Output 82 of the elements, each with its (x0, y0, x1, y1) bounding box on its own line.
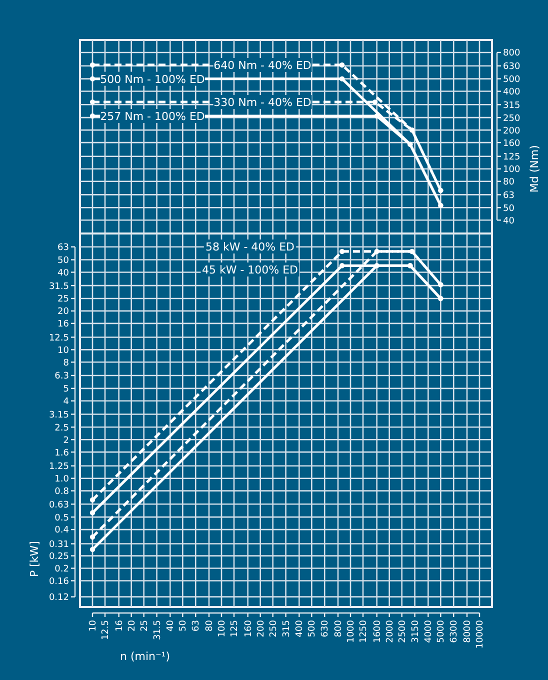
y-axis-title: P [kW] (28, 541, 41, 577)
y-tick-label: 40 (503, 216, 515, 226)
y-tick-label: 630 (503, 62, 520, 72)
x-tick-label: 160 (244, 620, 254, 638)
x-tick-label: 500 (308, 620, 318, 638)
y-tick-label: 40 (58, 268, 70, 278)
x-tick-label: 31.5 (152, 620, 163, 640)
y-tick-label: 400 (503, 87, 520, 98)
y-tick-label: 1.0 (54, 474, 70, 485)
x-tick-label: 100 (218, 620, 228, 638)
y-tick-label: 0.25 (48, 552, 69, 562)
y-tick-label: 100 (503, 165, 520, 176)
x-tick-label: 63 (192, 620, 202, 632)
y-tick-label: 50 (58, 256, 70, 266)
x-tick-label: 5000 (436, 620, 447, 643)
annotation: 58 kW - 40% ED (205, 240, 295, 254)
y-tick-label: 6.3 (54, 372, 69, 382)
y-tick-label: 0.12 (48, 593, 69, 604)
x-tick-label: 6300 (450, 620, 460, 643)
x-tick-label: 1600 (372, 620, 383, 643)
x-tick-label: 10000 (476, 620, 486, 649)
y-tick-label: 0.16 (48, 576, 70, 587)
y-tick-label: 250 (503, 114, 520, 124)
y-tick-label: 1.6 (54, 448, 70, 458)
y-tick-label: 8 (63, 358, 70, 368)
y-tick-label: 200 (503, 126, 520, 136)
y-tick-label: 315 (503, 100, 520, 111)
y-tick-label: 0.31 (48, 540, 69, 550)
x-tick-label: 25 (140, 620, 150, 632)
x-tick-label: 50 (178, 620, 189, 632)
annotation: 45 kW - 100% ED (202, 264, 298, 276)
x-tick-label: 200 (256, 620, 266, 638)
y-tick-label: 800 (503, 48, 520, 59)
x-tick-label: 4000 (424, 620, 434, 643)
y-tick-label: 50 (503, 204, 515, 214)
x-axis-title: n (min⁻¹) (120, 650, 170, 663)
y-tick-label: 160 (503, 138, 520, 149)
y-tick-label: 12.5 (48, 333, 69, 344)
x-tick-label: 2500 (398, 620, 408, 643)
y-tick-label: 2 (63, 436, 69, 446)
y-tick-label: 63 (58, 243, 69, 254)
x-tick-label: 400 (295, 620, 306, 638)
x-tick-label: 800 (334, 620, 344, 638)
x-tick-label: 315 (282, 620, 292, 638)
x-tick-label: 3150 (410, 620, 421, 643)
y-tick-label: 25 (58, 294, 69, 305)
y-tick-label: 0.4 (54, 526, 70, 536)
x-tick-label: 20 (127, 620, 138, 632)
y-tick-label: 10 (58, 346, 70, 356)
y-tick-label: 63 (503, 190, 514, 201)
x-tick-label: 10 (88, 620, 98, 632)
y-tick-label: 1.25 (48, 462, 69, 472)
y-tick-label: 80 (503, 178, 515, 188)
y-tick-label: 125 (503, 152, 520, 163)
y-tick-label: 0.8 (54, 487, 70, 498)
y-tick-label: 500 (503, 74, 520, 85)
y-tick-label: 0.63 (48, 500, 69, 510)
x-tick-label: 12.5 (101, 620, 112, 640)
y-tick-label: 2.5 (54, 423, 69, 434)
series-label: 640 Nm - 40% ED (214, 58, 312, 72)
y-tick-label: 31.5 (48, 282, 69, 292)
x-tick-label: 250 (268, 620, 279, 638)
x-tick-label: 16 (114, 620, 125, 632)
x-tick-label: 40 (166, 620, 176, 632)
x-tick-label: 125 (230, 620, 240, 638)
y-tick-label: 0.2 (54, 564, 69, 574)
y-tick-label: 16 (58, 320, 70, 330)
series-label: 500 Nm - 100% ED (100, 72, 205, 86)
x-tick-label: 1250 (359, 620, 369, 643)
y-tick-label: 5 (63, 384, 69, 395)
x-tick-label: 8000 (462, 620, 473, 643)
x-tick-label: 2000 (385, 620, 396, 643)
x-tick-label: 80 (205, 620, 215, 632)
x-tick-label: 630 (320, 620, 331, 638)
y-tick-label: 0.5 (54, 513, 69, 524)
y-axis-title: Md (Nm) (528, 145, 541, 193)
series-label: 257 Nm - 100% ED (100, 110, 205, 124)
y-tick-label: 4 (63, 397, 70, 408)
y-tick-label: 20 (58, 307, 70, 318)
series-label: 330 Nm - 40% ED (214, 96, 312, 110)
x-tick-label: 1000 (346, 620, 356, 643)
y-tick-label: 3.15 (48, 410, 69, 420)
